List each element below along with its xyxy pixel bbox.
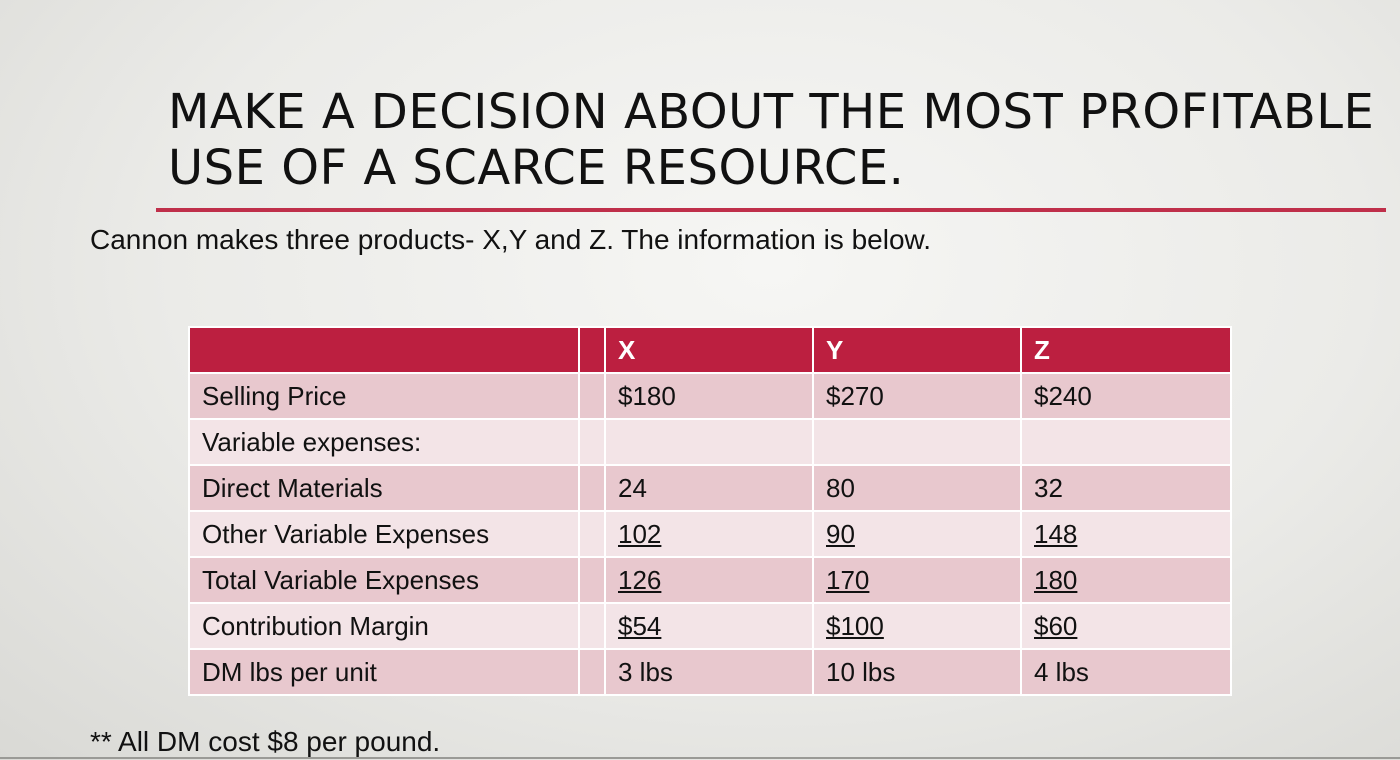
table-row: Direct Materials 24 80 32 [188,464,1232,512]
table-header-row: X Y Z [188,326,1232,374]
cell-x: $180 [604,372,814,420]
cell-z-text: $240 [1034,380,1092,411]
cell-y: $270 [812,372,1022,420]
slide-title-line-2: USE OF A SCARCE RESOURCE. [168,140,905,196]
cell-z: 148 [1020,510,1232,558]
cell-z: 180 [1020,556,1232,604]
cell-z [1020,418,1232,466]
slide-title-line-1: MAKE A DECISION ABOUT THE MOST PROFITABL… [168,84,1375,140]
table-row: DM lbs per unit 3 lbs 10 lbs 4 lbs [188,648,1232,696]
cell-x [604,418,814,466]
table-row: Total Variable Expenses 126 170 180 [188,556,1232,604]
row-spacer [578,418,606,466]
row-label: Total Variable Expenses [188,556,580,604]
row-label-text: Total Variable Expenses [202,564,480,595]
title-divider [156,208,1386,212]
row-label-text: Variable expenses: [202,426,422,457]
cell-y: 80 [812,464,1022,512]
cell-x-text: $180 [618,380,676,411]
cell-y-text: 80 [826,472,855,503]
row-spacer [578,510,606,558]
cell-x-text: 24 [618,472,647,503]
cell-x-text: 126 [618,564,662,595]
header-label-cell [188,326,580,374]
cell-z: $240 [1020,372,1232,420]
cell-y: 90 [812,510,1022,558]
row-label-text: DM lbs per unit [202,656,377,687]
cell-x: 24 [604,464,814,512]
cell-y: 10 lbs [812,648,1022,696]
cell-z: 32 [1020,464,1232,512]
row-label-text: Selling Price [202,380,347,411]
row-spacer [578,556,606,604]
row-label-text: Other Variable Expenses [202,518,490,549]
cell-x-text: 102 [618,518,662,549]
cell-y-text: 90 [826,518,855,549]
product-data-table: X Y Z Selling Price $180 $270 $240 Variable … [188,326,1232,696]
table-body: Selling Price $180 $270 $240 Variable expens… [188,372,1232,696]
row-label-text: Contribution Margin [202,610,429,641]
row-label: Direct Materials [188,464,580,512]
row-label: Contribution Margin [188,602,580,650]
cell-y-text: $100 [826,610,884,641]
cell-z-text: 148 [1034,518,1078,549]
table-row: Contribution Margin $54 $100 $60 [188,602,1232,650]
cell-z-text: 180 [1034,564,1078,595]
cell-y: $100 [812,602,1022,650]
table-row: Variable expenses: [188,418,1232,466]
cell-z-text: 32 [1034,472,1063,503]
header-y: Y [812,326,1022,374]
cell-x-text: $54 [618,610,662,641]
cell-z-text: $60 [1034,610,1078,641]
row-spacer [578,602,606,650]
cell-y: 170 [812,556,1022,604]
cell-y-text: 170 [826,564,870,595]
cell-z: $60 [1020,602,1232,650]
cell-x-text: 3 lbs [618,656,673,687]
cell-x: 102 [604,510,814,558]
cell-y-text: 10 lbs [826,656,896,687]
row-label-text: Direct Materials [202,472,383,503]
header-x: X [604,326,814,374]
row-spacer [578,464,606,512]
cell-x: 3 lbs [604,648,814,696]
intro-text: Cannon makes three products- X,Y and Z. … [90,224,931,255]
table-row: Other Variable Expenses 102 90 148 [188,510,1232,558]
cell-z-text: 4 lbs [1034,656,1089,687]
row-label: Selling Price [188,372,580,420]
cell-x: $54 [604,602,814,650]
bottom-divider [0,757,1400,759]
header-spacer-cell [578,326,606,374]
footnote: ** All DM cost $8 per pound. [90,726,441,757]
cell-z: 4 lbs [1020,648,1232,696]
row-label: Other Variable Expenses [188,510,580,558]
header-z: Z [1020,326,1232,374]
row-label: DM lbs per unit [188,648,580,696]
cell-x: 126 [604,556,814,604]
row-spacer [578,648,606,696]
table-row: Selling Price $180 $270 $240 [188,372,1232,420]
row-spacer [578,372,606,420]
row-label: Variable expenses: [188,418,580,466]
cell-y [812,418,1022,466]
slide-title: MAKE A DECISION ABOUT THE MOST PROFITABL… [168,84,1375,196]
cell-y-text: $270 [826,380,884,411]
